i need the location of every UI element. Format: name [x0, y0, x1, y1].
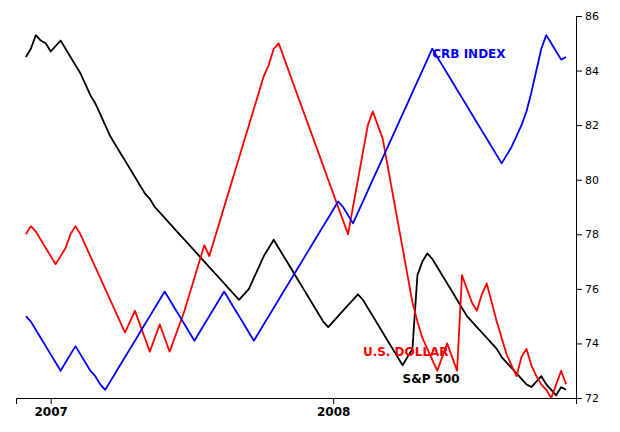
plot: 2007 2008 72 74 76 78 80 82 84 86 CRB INDEX U.S. DO…	[17, 10, 600, 419]
annotation: U.S. DOLLAR	[363, 345, 449, 359]
tick-label: 84	[585, 65, 599, 78]
tick-mark	[576, 289, 582, 290]
y-tick: 76	[576, 283, 599, 296]
tick-label: 80	[585, 174, 599, 187]
y-tick: 78	[576, 228, 599, 241]
series-line	[26, 35, 566, 390]
tick-label: 82	[585, 119, 599, 132]
y-tick: 86	[576, 10, 599, 23]
tick-label: 2008	[317, 405, 350, 419]
tick-mark	[576, 234, 582, 235]
tick-label: 2007	[34, 405, 67, 419]
tick-label: 74	[585, 337, 599, 350]
tick-mark	[576, 71, 582, 72]
tick-mark	[51, 398, 52, 404]
tick-mark	[576, 125, 582, 126]
tick-label: 86	[585, 10, 599, 23]
annotation: S&P 500	[403, 372, 460, 386]
chart: 2007 2008 72 74 76 78 80 82 84 86 CRB INDEX U.S. DO…	[0, 0, 620, 432]
y-tick: 80	[576, 174, 599, 187]
tick-mark	[576, 16, 582, 17]
series-line	[26, 43, 566, 398]
y-tick: 74	[576, 337, 599, 350]
y-tick: 72	[576, 392, 599, 405]
tick-label: 72	[585, 392, 599, 405]
tick-label: 76	[585, 283, 599, 296]
annotations: CRB INDEX U.S. DOLLAR S&P 500	[363, 47, 506, 386]
axis-line	[17, 399, 577, 405]
lines	[26, 35, 566, 398]
y-tick: 82	[576, 119, 599, 132]
tick-mark	[576, 398, 582, 399]
tick-mark	[576, 343, 582, 344]
tick-mark	[333, 398, 334, 404]
tick-label: 78	[585, 228, 599, 241]
y-axis: 72 74 76 78 80 82 84 86	[576, 10, 599, 405]
tick-mark	[576, 180, 582, 181]
y-tick: 84	[576, 65, 599, 78]
x-tick: 2008	[317, 398, 350, 419]
x-axis: 2007 2008	[17, 398, 577, 419]
annotation: CRB INDEX	[432, 47, 506, 61]
x-tick: 2007	[34, 398, 67, 419]
axis-line	[577, 17, 583, 399]
